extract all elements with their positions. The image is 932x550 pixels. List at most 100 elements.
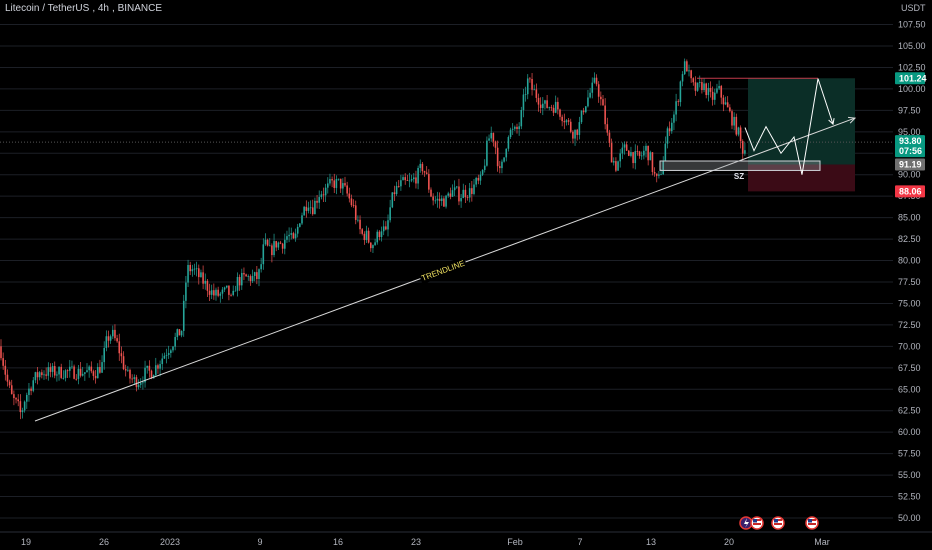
candle — [350, 194, 353, 208]
candle — [662, 156, 664, 175]
candle — [90, 361, 93, 374]
target-zone — [748, 78, 855, 165]
candle — [638, 150, 641, 159]
time-tick-label: 19 — [21, 537, 31, 547]
candle — [703, 78, 705, 93]
candle — [167, 345, 170, 359]
candle — [79, 361, 82, 378]
candle — [628, 149, 630, 157]
candle — [604, 98, 606, 130]
candle — [180, 330, 183, 338]
candle — [374, 238, 376, 246]
candle — [331, 176, 333, 188]
candle — [655, 173, 658, 183]
candle — [245, 273, 247, 277]
candle — [200, 269, 202, 278]
candle — [185, 275, 187, 309]
candle — [62, 370, 65, 380]
candle — [210, 284, 213, 299]
candle — [533, 84, 535, 91]
candle — [602, 95, 604, 106]
candle — [681, 71, 684, 87]
candle — [219, 291, 222, 303]
candle — [122, 351, 125, 371]
candle — [260, 257, 262, 273]
candle — [249, 274, 252, 286]
candle — [430, 187, 432, 198]
candle — [486, 136, 488, 167]
candle — [698, 75, 701, 88]
time-axis[interactable]: 19 26 2023 9 16 23 Feb 7 13 20 Mar — [21, 537, 830, 547]
us-flag-event-icon[interactable] — [805, 516, 819, 530]
candle — [432, 193, 434, 206]
candle — [127, 366, 129, 372]
candle — [213, 283, 215, 300]
candle — [73, 364, 75, 380]
candle — [413, 173, 415, 183]
candle — [357, 215, 359, 223]
candle — [643, 145, 645, 160]
candle — [582, 107, 585, 115]
candle — [546, 94, 548, 109]
candle — [131, 374, 133, 383]
candle — [268, 238, 271, 247]
candle — [116, 334, 118, 343]
candle — [10, 379, 13, 395]
candle — [496, 140, 499, 172]
candle — [619, 149, 621, 168]
candle — [195, 261, 198, 277]
candle — [731, 109, 733, 130]
candle — [64, 369, 67, 382]
economic-events[interactable] — [739, 516, 819, 530]
candle — [71, 360, 73, 369]
support-zone — [659, 160, 821, 171]
lightning-event-icon[interactable] — [739, 516, 753, 530]
candle — [460, 194, 462, 208]
candle — [711, 86, 714, 106]
candle — [490, 126, 492, 142]
candle — [60, 363, 62, 380]
candle — [114, 324, 116, 341]
candle — [335, 175, 338, 195]
candle — [367, 227, 370, 244]
position-zones — [0, 78, 893, 192]
candle — [606, 117, 609, 136]
us-flag-event-icon[interactable] — [750, 516, 764, 530]
candle — [692, 77, 695, 86]
candle — [462, 183, 465, 199]
candle — [481, 169, 484, 177]
candle — [535, 83, 538, 103]
price-tick-label: 62.50 — [898, 406, 921, 416]
candle — [382, 220, 385, 236]
candle — [81, 366, 84, 377]
candle — [324, 183, 327, 202]
candle — [608, 129, 611, 148]
candle — [32, 377, 35, 393]
candle — [58, 366, 60, 381]
candle — [161, 353, 164, 371]
candle — [198, 264, 200, 285]
candle — [309, 200, 312, 214]
candle — [6, 369, 9, 387]
candle — [593, 72, 596, 84]
candle — [397, 180, 400, 188]
candle — [305, 200, 308, 218]
candle — [565, 118, 568, 126]
candle — [38, 370, 41, 381]
candle — [165, 348, 168, 364]
candle — [49, 363, 52, 378]
candle — [288, 227, 290, 243]
candle — [284, 233, 286, 255]
candle — [352, 199, 355, 208]
candle — [494, 140, 497, 155]
candle — [206, 279, 209, 297]
candle — [653, 167, 656, 177]
us-flag-event-icon[interactable] — [771, 516, 785, 530]
candle — [526, 74, 529, 100]
candle — [600, 91, 602, 106]
candle — [561, 114, 563, 127]
candle — [694, 76, 697, 96]
candle — [236, 272, 239, 297]
time-tick-label: 7 — [577, 537, 582, 547]
